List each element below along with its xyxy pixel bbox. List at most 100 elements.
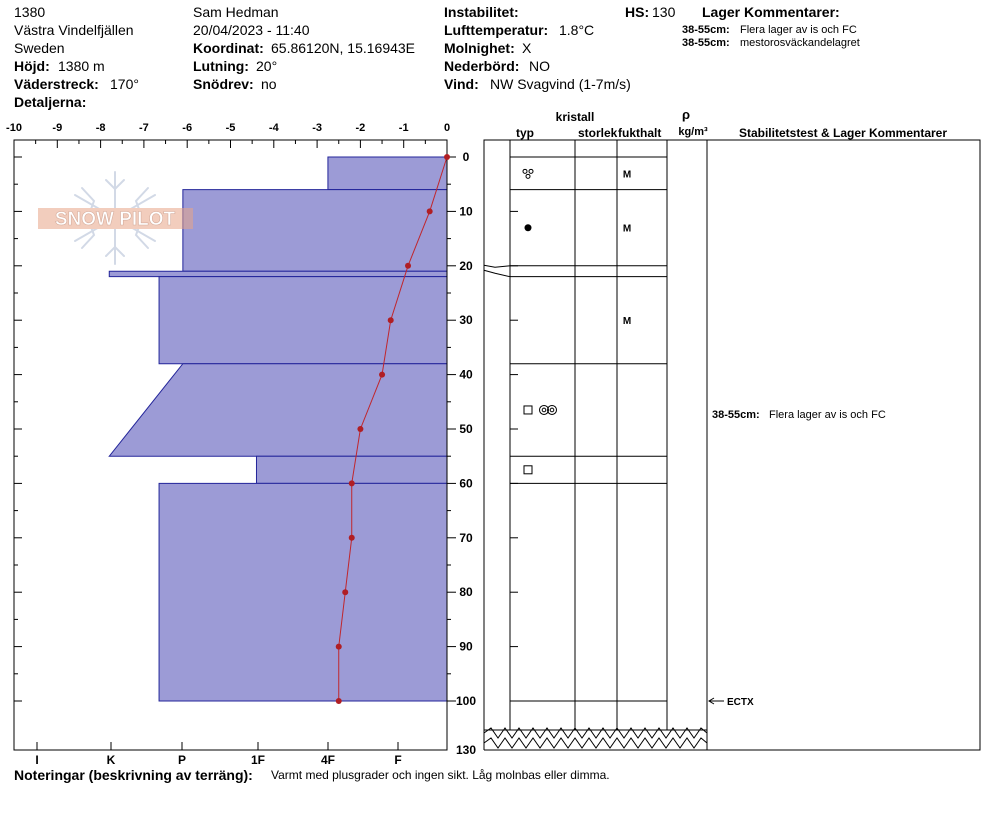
grain-meltform-icon	[524, 224, 532, 232]
notes-label: Noteringar (beskrivning av terräng):	[14, 767, 253, 783]
temperature-point	[335, 698, 342, 704]
hardness-tick-label: I	[35, 753, 38, 767]
temp-tick-label: -7	[139, 122, 149, 134]
wetness-label-1: M	[623, 224, 631, 235]
detaljerna-label: Detaljerna:	[14, 94, 87, 110]
header-stability: Stabilitetstest & Lager Kommentarer	[739, 126, 947, 140]
temperature-points	[335, 154, 450, 704]
temp-tick-label: -5	[226, 122, 236, 134]
nederbord-label: Nederbörd:	[444, 58, 520, 74]
temp-tick-label: -2	[356, 122, 366, 134]
grain-table: M M M	[483, 139, 708, 749]
koordinat-label: Koordinat:	[193, 40, 264, 56]
grain-faceted-icon	[523, 465, 533, 475]
molnighet-label: Molnighet:	[444, 40, 515, 56]
watermark-text: SNOW PILOT	[55, 209, 176, 230]
grain-meltfreeze-icon	[539, 404, 549, 415]
elevation-id: 1380	[14, 4, 46, 20]
hardness-layer-2	[108, 270, 448, 278]
watermark: SNOW PILOT	[38, 171, 193, 265]
instabilitet-label: Instabilitet:	[444, 4, 519, 20]
hardness-layer-0	[327, 156, 448, 191]
hardness-tick-label: 1F	[251, 753, 265, 767]
hardness-layer-3	[158, 276, 448, 365]
header-rho-unit: kg/m³	[678, 126, 708, 138]
temp-tick-label: -8	[96, 122, 106, 134]
grain-symbols	[522, 168, 557, 475]
depth-tick-label: 90	[459, 640, 473, 654]
stability-comment-depth: 38-55cm:	[712, 409, 760, 421]
lutning-label: Lutning:	[193, 58, 249, 74]
vaderstreck-value: 170°	[110, 76, 139, 92]
hardness-layer-6	[158, 482, 448, 702]
temp-tick-label: -4	[269, 122, 280, 134]
temperature-point	[379, 371, 386, 378]
temperature-point	[348, 480, 355, 487]
notes-text: Varmt med plusgrader och ingen sikt. Låg…	[271, 768, 610, 782]
wetness-label-0: M	[623, 169, 631, 180]
axis-labels: -10 -9 -8 -7 -6 -5 -4 -3 -2 -1 0010203040506070809…	[6, 122, 476, 767]
grain-meltfreeze-icon	[541, 407, 547, 413]
depth-tick-label: 20	[459, 259, 473, 273]
hojd-label: Höjd:	[14, 58, 50, 74]
hojd-value: 1380 m	[58, 58, 105, 74]
grain-decomposing-icon	[522, 168, 528, 174]
temperature-point	[444, 154, 450, 160]
hardness-layer-5	[255, 455, 448, 484]
grain-meltfreeze-icon	[549, 407, 555, 413]
hardness-tick-label: 4F	[321, 753, 335, 767]
layer-connector	[483, 269, 511, 278]
header-rho: ρ	[682, 107, 690, 122]
stability-test-marker: ECTX	[708, 697, 754, 708]
header-typ: typ	[516, 126, 534, 140]
lager-comment-text-1: Flera lager av is och FC	[740, 24, 857, 36]
depth-tick-label: 0	[463, 150, 470, 164]
grain-faceted-icon	[523, 405, 533, 415]
vaderstreck-label: Väderstreck:	[14, 76, 99, 92]
hardness-tick-label: K	[107, 753, 116, 767]
location: Västra Vindelfjällen	[14, 22, 134, 38]
temperature-point	[342, 589, 349, 596]
snodrev-value: no	[261, 76, 277, 92]
wetness-labels: M M M	[623, 169, 631, 327]
lager-title: Lager Kommentarer:	[702, 4, 840, 20]
lufttemp-value: 1.8°C	[559, 22, 595, 38]
depth-tick-label: 10	[459, 204, 473, 218]
grain-meltfreeze-icon	[547, 404, 557, 415]
country: Sweden	[14, 40, 65, 56]
grain-decomposing-icon	[525, 173, 531, 179]
depth-tick-label: 80	[459, 585, 473, 599]
datetime: 20/04/2023 - 11:40	[193, 22, 310, 38]
depth-tick-label: 40	[459, 368, 473, 382]
temp-tick-label: -10	[6, 122, 22, 134]
temperature-point	[426, 208, 433, 215]
header-storlek: storlek	[578, 126, 618, 140]
hs-label: HS:	[625, 4, 650, 20]
snodrev-label: Snödrev:	[193, 76, 254, 92]
lager-comment-depth-2: 38-55cm:	[682, 37, 730, 49]
lager-comment-text-2: mestorosväckandelagret	[740, 37, 860, 49]
depth-tick-label: 60	[459, 476, 473, 490]
stability-test-label: ECTX	[727, 697, 754, 708]
hs-value: 130	[652, 4, 676, 20]
vind-label: Vind:	[444, 76, 479, 92]
lufttemp-label: Lufttemperatur:	[444, 22, 549, 38]
hardness-layer-1	[182, 189, 448, 272]
stability-comment-text: Flera lager av is och FC	[769, 409, 886, 421]
depth-tick-label: 50	[459, 422, 473, 436]
lager-comment-depth-1: 38-55cm:	[682, 24, 730, 36]
nederbord-value: NO	[529, 58, 550, 74]
ground-zigzag	[483, 727, 708, 749]
temp-tick-label: -9	[52, 122, 62, 134]
temp-tick-label: -3	[312, 122, 322, 134]
grain-decomposing-icon	[528, 168, 534, 174]
temperature-point	[348, 534, 355, 541]
layer-connector	[483, 264, 511, 268]
vind-value: NW Svagvind (1-7m/s)	[490, 76, 631, 92]
axis-ticks	[13, 140, 518, 750]
temperature-point	[335, 643, 342, 650]
hardness-layer-4	[108, 363, 448, 457]
temperature-point	[387, 317, 394, 324]
lutning-value: 20°	[256, 58, 278, 74]
